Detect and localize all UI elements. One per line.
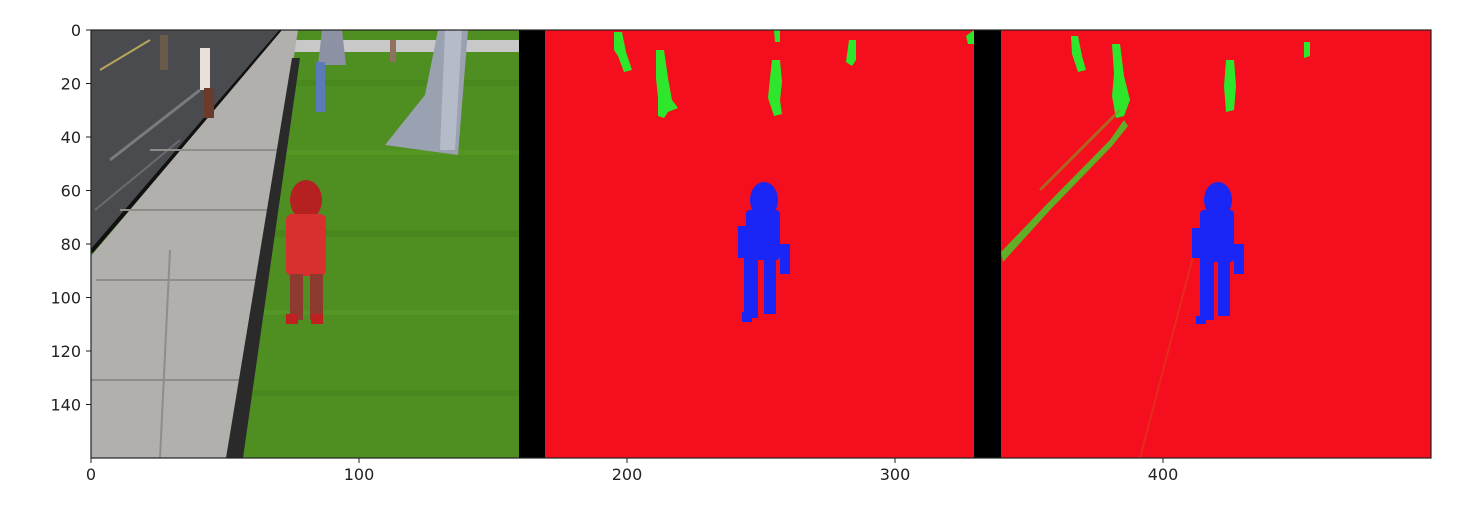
distant-pedestrians <box>160 35 396 118</box>
separator-2 <box>974 30 1001 458</box>
predicted-target-person <box>1192 182 1244 324</box>
sidewalk-tiles <box>91 149 280 458</box>
x-tick-label: 400 <box>1148 465 1179 484</box>
target-person-segment <box>738 182 790 322</box>
y-tick-label: 40 <box>61 128 81 147</box>
predicted-other-people <box>1071 36 1310 118</box>
x-tick-label: 0 <box>86 465 96 484</box>
red-character <box>286 180 326 324</box>
y-tick-label: 120 <box>50 342 81 361</box>
grass-texture <box>240 80 519 396</box>
y-tick-label: 80 <box>61 235 81 254</box>
x-axis: 0 100 200 300 400 <box>86 458 1178 484</box>
y-tick-label: 140 <box>50 396 81 415</box>
separator-1 <box>519 30 545 458</box>
ground-truth-mask-panel <box>545 30 974 458</box>
x-tick-label: 300 <box>880 465 911 484</box>
y-tick-label: 20 <box>61 75 81 94</box>
y-tick-label: 100 <box>50 289 81 308</box>
predicted-mask-panel <box>1001 30 1431 458</box>
y-tick-label: 60 <box>61 182 81 201</box>
y-axis: 0 20 40 60 80 100 120 140 <box>50 21 91 415</box>
x-tick-label: 200 <box>612 465 643 484</box>
camera-image-panel <box>91 30 519 458</box>
curb-line <box>91 30 284 254</box>
other-people-segments <box>614 30 974 118</box>
predicted-curb-noise <box>1001 120 1128 262</box>
x-tick-label: 100 <box>344 465 375 484</box>
tree-trunk-left <box>318 30 346 65</box>
y-tick-label: 0 <box>71 21 81 40</box>
